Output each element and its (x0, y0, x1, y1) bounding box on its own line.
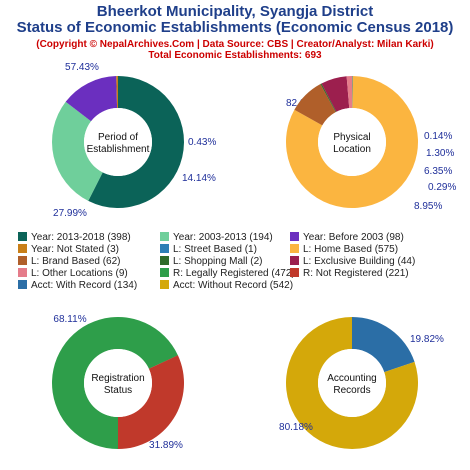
donut-center-label: Records (333, 385, 370, 396)
legend-label: R: Not Registered (221) (303, 268, 409, 279)
legend-item: L: Shopping Mall (2) (160, 256, 263, 268)
legend-label: Year: Not Stated (3) (31, 244, 120, 255)
legend-swatch (160, 268, 169, 277)
slice-percent-label: 0.14% (424, 131, 452, 142)
legend-swatch (18, 244, 27, 253)
legend-label: L: Shopping Mall (2) (173, 256, 263, 267)
legend-swatch (290, 268, 299, 277)
total-establishments: Total Economic Establishments: 693 (148, 50, 322, 61)
donut-slice (116, 75, 119, 109)
legend-swatch (290, 256, 299, 265)
slice-percent-label: 8.95% (414, 201, 442, 212)
donut-center-label: Period of (98, 132, 138, 143)
donut-slice (286, 76, 418, 208)
legend-label: L: Exclusive Building (44) (303, 256, 416, 267)
donut-slice (294, 84, 336, 126)
slice-percent-label: 80.18% (279, 422, 313, 433)
legend-swatch (160, 232, 169, 241)
slice-percent-label: 19.82% (410, 334, 444, 345)
donut-center-label: Status (104, 385, 132, 396)
donut-center-label: Registration (91, 373, 144, 384)
legend-label: L: Home Based (575) (303, 244, 399, 255)
legend-item: R: Not Registered (221) (290, 268, 409, 280)
legend-label: Year: 2013-2018 (398) (31, 232, 131, 243)
legend-swatch (160, 280, 169, 289)
chart-title-line-1: Bheerkot Municipality, Syangja District (96, 3, 374, 20)
legend-swatch (290, 244, 299, 253)
legend-label: Acct: Without Record (542) (173, 280, 294, 291)
slice-percent-label: 6.35% (424, 166, 452, 177)
slice-percent-label: 27.99% (53, 208, 87, 219)
donut-slice (51, 317, 178, 449)
donut-slice (65, 76, 118, 122)
legend-item: Year: Before 2003 (98) (290, 232, 404, 244)
slice-percent-label: 31.89% (149, 440, 183, 451)
legend-item: L: Home Based (575) (290, 244, 398, 256)
legend-item: L: Exclusive Building (44) (290, 256, 415, 268)
legend-item: Acct: With Record (134) (18, 280, 137, 292)
donut-hole (84, 108, 152, 176)
legend-swatch (18, 256, 27, 265)
donut-slice (51, 101, 103, 201)
chart-title-line-2: Status of Economic Establishments (Econo… (16, 19, 454, 36)
donut-center-label: Location (333, 144, 371, 155)
slice-percent-label: 57.43% (65, 62, 99, 73)
donut-slice (286, 317, 419, 450)
donut-slice (320, 83, 337, 113)
donut-hole (84, 349, 152, 417)
donut-slice (321, 76, 350, 112)
legend-swatch (18, 268, 27, 277)
legend-item: Year: Not Stated (3) (18, 244, 119, 256)
legend-label: R: Legally Registered (472) (173, 268, 295, 279)
slice-percent-label: 0.43% (188, 137, 216, 148)
legend-label: L: Brand Based (62) (31, 256, 121, 267)
legend-label: Year: 2003-2013 (194) (173, 232, 273, 243)
legend-label: L: Other Locations (9) (31, 268, 128, 279)
legend-swatch (18, 232, 27, 241)
slice-percent-label: 0.29% (428, 182, 456, 193)
donut-hole (318, 349, 386, 417)
donut-center-label: Establishment (87, 144, 150, 155)
legend-item: L: Other Locations (9) (18, 268, 128, 280)
legend-label: Acct: With Record (134) (31, 280, 138, 291)
legend-item: Year: 2003-2013 (194) (160, 232, 273, 244)
copyright-note: (Copyright © NepalArchives.Com | Data So… (36, 39, 434, 50)
donut-slice (352, 317, 415, 373)
donut-slice (117, 355, 184, 449)
donut-slice (88, 76, 184, 209)
legend-item: Year: 2013-2018 (398) (18, 232, 131, 244)
legend-item: R: Legally Registered (472) (160, 268, 295, 280)
legend-item: L: Street Based (1) (160, 244, 257, 256)
donut-slice (346, 76, 353, 109)
donut-hole (318, 108, 386, 176)
legend-swatch (160, 244, 169, 253)
legend-item: Acct: Without Record (542) (160, 280, 293, 292)
legend-swatch (160, 256, 169, 265)
donut-slice (352, 76, 353, 109)
donut-center-label: Accounting (327, 373, 376, 384)
donut-center-label: Physical (333, 132, 370, 143)
slice-percent-label: 14.14% (182, 173, 216, 184)
legend-label: L: Street Based (1) (173, 244, 257, 255)
legend-item: L: Brand Based (62) (18, 256, 121, 268)
legend-label: Year: Before 2003 (98) (303, 232, 404, 243)
legend-swatch (290, 232, 299, 241)
slice-percent-label: 68.11% (53, 314, 86, 325)
slice-percent-label: 1.30% (426, 148, 454, 159)
legend-swatch (18, 280, 27, 289)
